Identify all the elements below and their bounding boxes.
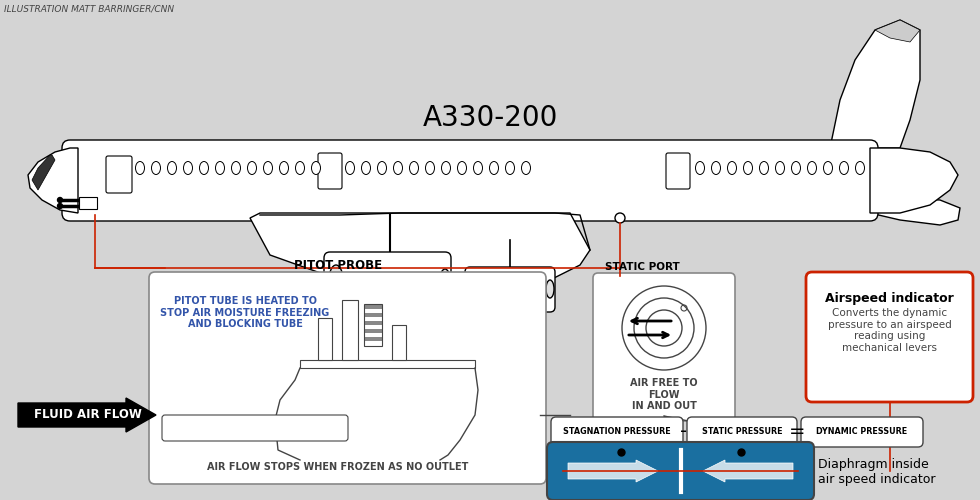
Polygon shape <box>28 148 78 213</box>
Circle shape <box>615 213 625 223</box>
Ellipse shape <box>521 162 530 174</box>
Polygon shape <box>870 198 960 225</box>
FancyBboxPatch shape <box>465 267 555 312</box>
Polygon shape <box>830 20 920 148</box>
Ellipse shape <box>727 162 737 174</box>
Text: -: - <box>680 422 688 442</box>
Ellipse shape <box>183 162 192 174</box>
FancyBboxPatch shape <box>806 272 973 402</box>
Text: AIR FREE TO
FLOW
IN AND OUT: AIR FREE TO FLOW IN AND OUT <box>630 378 698 411</box>
Ellipse shape <box>425 162 434 174</box>
Text: Airspeed indicator: Airspeed indicator <box>825 292 954 305</box>
Bar <box>364 309 382 313</box>
Ellipse shape <box>312 162 320 174</box>
Ellipse shape <box>152 162 161 174</box>
Text: PITOT TUBE IS HEATED TO
STOP AIR MOISTURE FREEZING
AND BLOCKING TUBE: PITOT TUBE IS HEATED TO STOP AIR MOISTUR… <box>161 296 329 329</box>
Ellipse shape <box>135 162 144 174</box>
Ellipse shape <box>856 162 864 174</box>
Ellipse shape <box>248 162 257 174</box>
FancyBboxPatch shape <box>593 273 735 421</box>
Ellipse shape <box>792 162 801 174</box>
Ellipse shape <box>296 162 305 174</box>
Ellipse shape <box>216 162 224 174</box>
Bar <box>364 317 382 321</box>
Text: A330-200: A330-200 <box>422 104 558 132</box>
Circle shape <box>58 198 63 202</box>
Polygon shape <box>250 213 590 295</box>
FancyBboxPatch shape <box>666 153 690 189</box>
Ellipse shape <box>440 269 450 291</box>
FancyBboxPatch shape <box>62 140 878 221</box>
Bar <box>364 313 382 317</box>
Text: Diaphragm inside
air speed indicator: Diaphragm inside air speed indicator <box>818 458 936 486</box>
Ellipse shape <box>808 162 816 174</box>
Bar <box>392 325 406 360</box>
Bar <box>300 360 475 368</box>
Text: FLUID AIR FLOW: FLUID AIR FLOW <box>34 408 142 422</box>
FancyBboxPatch shape <box>801 417 923 447</box>
Ellipse shape <box>264 162 272 174</box>
Ellipse shape <box>470 278 480 300</box>
FancyArrow shape <box>568 460 658 482</box>
Bar <box>342 300 358 360</box>
Ellipse shape <box>329 265 343 295</box>
Ellipse shape <box>442 162 451 174</box>
FancyBboxPatch shape <box>149 272 546 484</box>
Bar <box>364 341 382 345</box>
Bar <box>364 329 382 333</box>
FancyArrow shape <box>18 398 156 432</box>
Ellipse shape <box>473 162 482 174</box>
Text: =: = <box>789 422 806 442</box>
Ellipse shape <box>840 162 849 174</box>
Ellipse shape <box>394 162 403 174</box>
Bar <box>364 321 382 325</box>
Ellipse shape <box>231 162 240 174</box>
Bar <box>364 325 382 329</box>
FancyArrow shape <box>703 460 793 482</box>
Polygon shape <box>875 20 920 42</box>
Ellipse shape <box>546 280 554 298</box>
Ellipse shape <box>711 162 720 174</box>
Ellipse shape <box>346 162 355 174</box>
Text: STATIC PORT: STATIC PORT <box>605 262 680 272</box>
Text: AIR FLOW STOPS WHEN FROZEN AS NO OUTLET: AIR FLOW STOPS WHEN FROZEN AS NO OUTLET <box>208 462 468 472</box>
Ellipse shape <box>362 162 370 174</box>
Ellipse shape <box>377 162 386 174</box>
FancyBboxPatch shape <box>106 156 132 193</box>
Text: ILLUSTRATION MATT BARRINGER/CNN: ILLUSTRATION MATT BARRINGER/CNN <box>4 4 174 13</box>
Bar <box>79 197 97 209</box>
Ellipse shape <box>506 162 514 174</box>
FancyBboxPatch shape <box>547 442 814 500</box>
Polygon shape <box>32 155 55 190</box>
Ellipse shape <box>823 162 832 174</box>
Circle shape <box>58 204 63 208</box>
Ellipse shape <box>696 162 705 174</box>
Ellipse shape <box>760 162 768 174</box>
Bar <box>364 304 382 346</box>
Text: PITOT PROBE: PITOT PROBE <box>294 259 382 272</box>
Ellipse shape <box>489 162 499 174</box>
FancyBboxPatch shape <box>318 153 342 189</box>
Text: STATIC PRESSURE: STATIC PRESSURE <box>702 428 782 436</box>
Bar <box>364 305 382 309</box>
Text: DYNAMIC PRESSURE: DYNAMIC PRESSURE <box>816 428 907 436</box>
Ellipse shape <box>168 162 176 174</box>
Bar <box>364 333 382 337</box>
Ellipse shape <box>458 162 466 174</box>
FancyBboxPatch shape <box>687 417 797 447</box>
Bar <box>318 318 332 360</box>
Ellipse shape <box>775 162 785 174</box>
Ellipse shape <box>410 162 418 174</box>
FancyBboxPatch shape <box>162 415 348 441</box>
Text: Converts the dynamic
pressure to an airspeed
reading using
mechanical levers: Converts the dynamic pressure to an airs… <box>828 308 952 353</box>
FancyBboxPatch shape <box>324 252 451 309</box>
Polygon shape <box>870 148 958 213</box>
Bar <box>364 337 382 341</box>
Ellipse shape <box>200 162 209 174</box>
Ellipse shape <box>744 162 753 174</box>
Text: STAGNATION PRESSURE: STAGNATION PRESSURE <box>564 428 671 436</box>
Ellipse shape <box>279 162 288 174</box>
FancyBboxPatch shape <box>551 417 683 447</box>
